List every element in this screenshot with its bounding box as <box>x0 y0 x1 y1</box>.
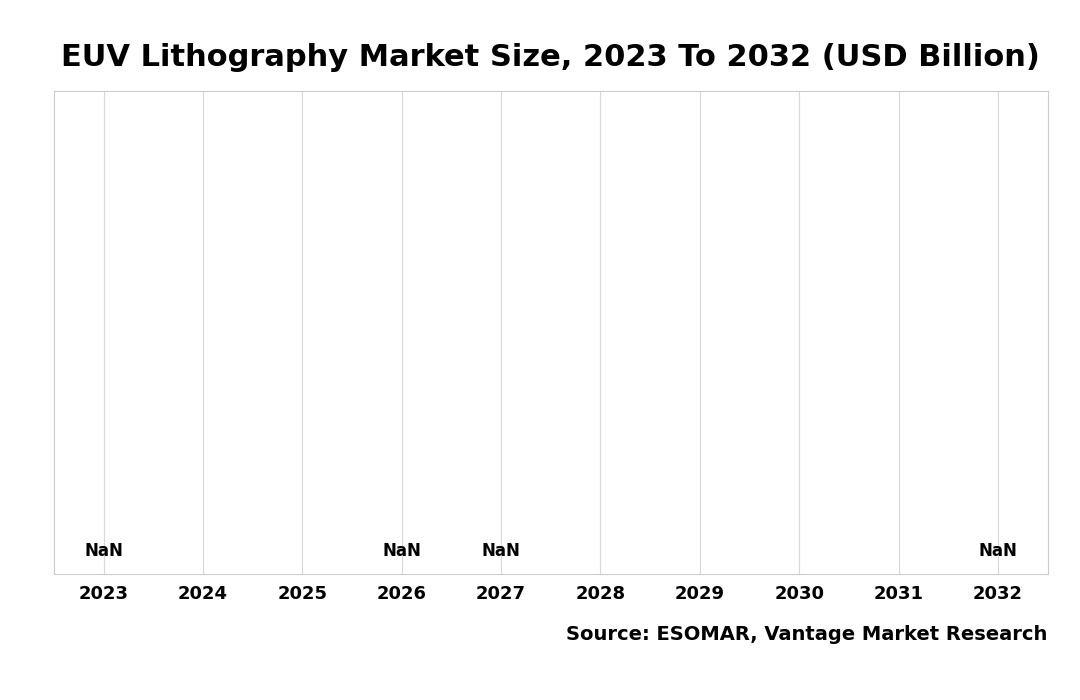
Text: NaN: NaN <box>978 542 1017 559</box>
Text: NaN: NaN <box>382 542 421 559</box>
Text: NaN: NaN <box>84 542 123 559</box>
Title: EUV Lithography Market Size, 2023 To 2032 (USD Billion): EUV Lithography Market Size, 2023 To 203… <box>62 43 1040 72</box>
Text: NaN: NaN <box>482 542 521 559</box>
Text: Source: ESOMAR, Vantage Market Research: Source: ESOMAR, Vantage Market Research <box>566 625 1048 644</box>
